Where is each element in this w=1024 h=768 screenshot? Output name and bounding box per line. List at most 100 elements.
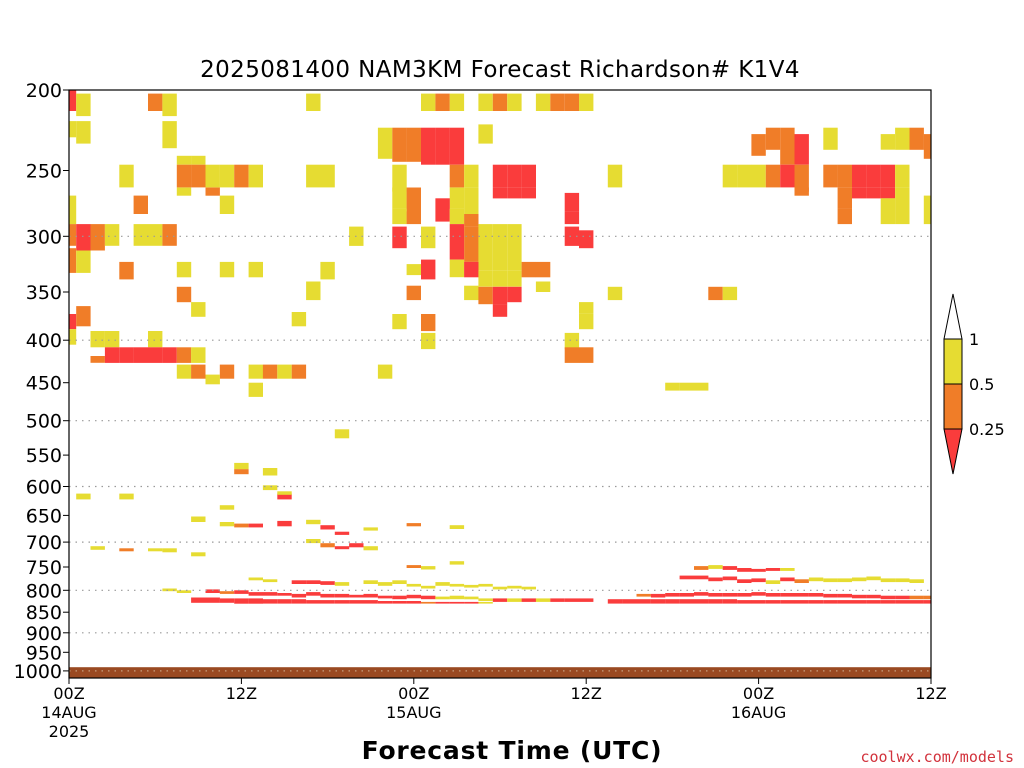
cell-169	[377, 364, 393, 379]
cell-181	[277, 491, 292, 495]
cell-230	[478, 583, 493, 587]
cell-47	[464, 164, 479, 188]
cell-17	[162, 121, 177, 149]
cell-330	[722, 599, 738, 604]
cell-249	[895, 578, 910, 583]
plot-frame	[68, 89, 932, 679]
cell-87	[464, 214, 479, 227]
cell-282	[665, 593, 680, 597]
cell-341	[880, 600, 896, 604]
y-tick-label-250: 250	[26, 161, 62, 183]
cell-183	[76, 493, 91, 500]
cell-171	[248, 382, 263, 397]
cell-190	[306, 519, 321, 525]
cell-210	[708, 565, 723, 569]
cell-314	[377, 601, 393, 604]
cell-204	[349, 543, 364, 548]
cell-155	[133, 347, 148, 363]
cell-77	[866, 187, 881, 199]
cell-297	[880, 595, 896, 600]
cell-241	[780, 577, 795, 582]
cell-305	[248, 598, 263, 604]
cell-265	[377, 595, 393, 599]
cell-29	[823, 127, 838, 150]
cell-344	[923, 600, 931, 604]
cell-163	[191, 364, 206, 379]
cell-318	[435, 601, 450, 604]
cell-256	[248, 592, 263, 596]
cell-49	[507, 164, 522, 188]
chart-title: 2025081400 NAM3KM Forecast Richardson# K…	[200, 57, 800, 83]
y-tick-label-900: 900	[26, 623, 62, 645]
cell-217	[262, 579, 278, 583]
cell-164	[219, 364, 235, 379]
cell-187	[234, 523, 249, 528]
cell-71	[507, 187, 522, 199]
x-tick-label-2-1: 15AUG	[386, 703, 441, 722]
cell-134	[708, 286, 723, 301]
cell-48	[492, 164, 508, 188]
cell-338	[837, 600, 852, 604]
cell-76	[852, 187, 867, 199]
y-tick-label-400: 400	[26, 330, 62, 352]
cell-315	[392, 601, 407, 604]
cell-243	[808, 577, 824, 582]
cell-236	[708, 577, 723, 582]
legend-swatch-1	[943, 383, 963, 430]
cell-270	[449, 595, 465, 600]
cell-166	[262, 364, 278, 379]
cell-327	[679, 599, 694, 604]
cell-62	[880, 164, 896, 188]
cell-195	[334, 531, 350, 535]
cell-283	[679, 593, 694, 597]
cell-331	[737, 600, 752, 604]
cell-276	[535, 598, 551, 602]
cell-58	[823, 164, 838, 188]
cell-139	[76, 306, 91, 327]
cell-141	[291, 312, 307, 327]
cell-227	[435, 582, 450, 586]
cell-123	[507, 270, 522, 287]
cell-328	[694, 599, 709, 604]
cell-131	[507, 286, 522, 303]
legend-label-0: 1	[969, 330, 979, 349]
cell-81	[133, 195, 148, 214]
cell-321	[478, 601, 493, 604]
cell-138	[69, 314, 77, 330]
cell-275	[521, 598, 536, 602]
cell-35	[191, 155, 206, 165]
y-tick-label-450: 450	[26, 373, 62, 395]
cell-36	[176, 164, 192, 188]
y-tick-label-550: 550	[26, 445, 62, 467]
credit-text[interactable]: coolwx.com/models	[860, 748, 1014, 766]
cell-261	[320, 593, 335, 598]
cell-332	[751, 600, 766, 604]
cell-260	[306, 592, 321, 596]
cell-21	[421, 127, 436, 165]
cell-114	[219, 261, 235, 278]
cell-40	[234, 164, 249, 188]
cell-82	[219, 195, 235, 214]
cell-279	[579, 598, 594, 602]
cell-16	[76, 121, 91, 144]
cell-115	[248, 261, 263, 278]
ground-fill	[69, 667, 931, 678]
cell-120	[464, 261, 479, 278]
cell-194	[449, 525, 465, 529]
cell-235	[694, 575, 709, 580]
cell-92	[923, 195, 931, 225]
cell-229	[464, 584, 479, 588]
cell-22	[435, 127, 450, 165]
cell-97	[133, 224, 148, 246]
cell-110	[69, 248, 77, 273]
cell-291	[794, 593, 809, 597]
cell-284	[694, 592, 709, 596]
cell-133	[607, 286, 623, 301]
cell-289	[765, 593, 781, 597]
cell-333	[765, 600, 781, 604]
gridlines	[69, 235, 931, 672]
cell-268	[421, 595, 436, 600]
cell-5	[421, 93, 436, 111]
cell-54	[751, 164, 766, 188]
cell-272	[478, 598, 493, 601]
